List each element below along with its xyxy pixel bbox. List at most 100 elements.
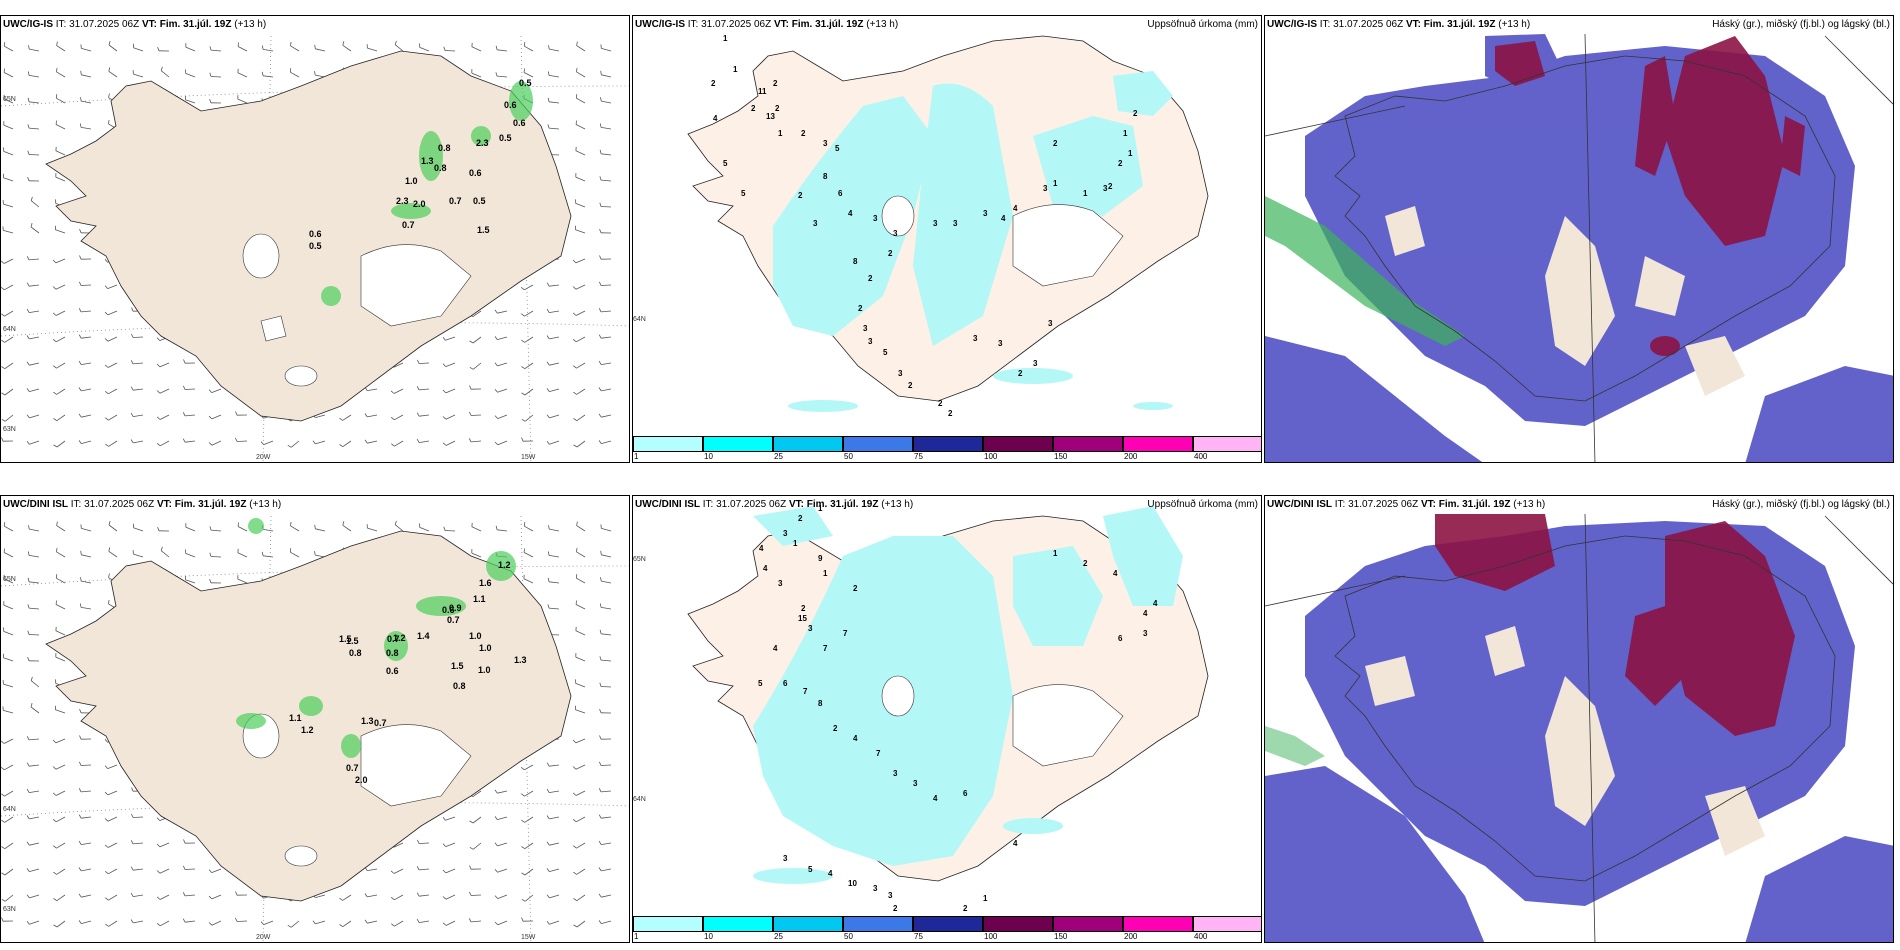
wind-barb (3, 124, 14, 130)
wind-barb (108, 868, 118, 875)
wind-barb (601, 580, 612, 584)
wind-barb (315, 440, 326, 445)
wind-barb (133, 73, 144, 78)
wind-barb (81, 74, 92, 78)
wind-barb-flag (469, 865, 472, 870)
wind-barb-flag (339, 417, 343, 421)
colorbar-segment (703, 916, 773, 932)
wind-barb-flag (546, 788, 550, 793)
precip-value-label: 2 (751, 104, 756, 113)
wind-barb (4, 414, 14, 422)
wind-barb-flag (27, 71, 30, 76)
wind-barb (133, 388, 144, 391)
wind-barb (549, 764, 560, 767)
wind-barb-flag (208, 389, 212, 393)
wind-barb-flag (546, 841, 550, 846)
wind-barb (4, 284, 14, 291)
wind-barb-flag (495, 72, 498, 77)
wind-barb (107, 816, 118, 822)
wind-barb-flag (52, 766, 57, 770)
wind-barb-flag (104, 390, 109, 395)
wind-barb (159, 362, 170, 368)
wind-barb (549, 894, 560, 899)
colorbar-tick: 150 (1054, 452, 1068, 461)
wind-barb-flag (442, 336, 446, 341)
precip-value-label: 15 (798, 614, 807, 623)
wind-barb (29, 764, 40, 767)
precip-value-label: 4 (1013, 839, 1018, 848)
wind-barb-flag (548, 45, 550, 50)
wind-barb-flag (1, 872, 6, 876)
wind-barb (576, 97, 586, 104)
wind-barb (549, 336, 560, 340)
precip-value-label: 2 (1018, 369, 1023, 378)
wind-barb-flag (28, 45, 30, 50)
wind-barb (81, 607, 92, 610)
precip-value-label: 8 (823, 172, 828, 181)
wind-barb-flag (547, 71, 550, 76)
wind-barb (575, 630, 586, 636)
wind-barb-flag (364, 919, 368, 924)
wind-barb-flag (598, 308, 602, 313)
wind-barb (55, 176, 66, 182)
wind-barb-flag (26, 256, 30, 261)
wind-barb-flag (27, 551, 30, 556)
wind-barb-flag (390, 870, 395, 874)
wind-barb (133, 894, 144, 897)
wind-barb (29, 75, 40, 78)
precip-value-label: 3 (1143, 629, 1148, 638)
wind-barb-flag (108, 599, 110, 604)
wind-barb-flag (394, 40, 397, 45)
wind-barb (55, 738, 66, 744)
wind-barb-flag (442, 869, 447, 874)
wind-barb (81, 528, 92, 532)
wind-barb-flag (599, 629, 602, 634)
wind-barb (4, 45, 14, 52)
wind-barb (4, 764, 14, 771)
colorbar-segment (843, 916, 913, 932)
wind-barb-flag (3, 42, 6, 47)
wind-barb (472, 336, 482, 344)
wind-barb-flag (26, 815, 30, 820)
precip-value-label: 4 (1143, 609, 1148, 618)
wind-barb (3, 98, 14, 104)
wind-barb (524, 414, 534, 422)
colorbar-segment (773, 436, 843, 452)
wind-barb (108, 550, 118, 558)
wind-barb (471, 46, 482, 52)
precip-value-label: 2 (1118, 159, 1123, 168)
wind-barb (601, 153, 612, 156)
precip-value-label: 1.1 (289, 713, 302, 723)
wind-barb (29, 868, 40, 872)
wind-barb (237, 46, 248, 52)
wind-barb (497, 362, 508, 367)
wind-barb-flag (131, 333, 134, 338)
wind-barb-flag (599, 228, 602, 233)
precip-value-label: 1 (983, 894, 988, 903)
wind-barb-flag (494, 842, 498, 847)
wind-barb (418, 362, 430, 364)
precip-value-label: 4 (1113, 569, 1118, 578)
wind-barb-flag (1, 260, 5, 264)
wind-barb (548, 127, 560, 130)
wind-barb-flag (108, 573, 110, 578)
wind-barb (601, 868, 612, 872)
wind-barb (237, 552, 248, 558)
wind-barb (575, 284, 586, 290)
wind-barb (576, 388, 586, 395)
precip-value-label: 2 (868, 274, 873, 283)
wind-barb (575, 604, 586, 610)
wind-barb-flag (26, 361, 30, 366)
init-time: 31.07.2025 06Z (1333, 19, 1404, 30)
wind-barb-flag (182, 918, 186, 923)
wind-barb-flag (27, 630, 30, 635)
wind-barb (28, 127, 40, 130)
wind-barb-flag (546, 440, 550, 445)
wind-precip-map-dini: UWC/DINI ISL IT: 31.07.2025 06Z VT: Fim.… (0, 495, 630, 943)
wind-barb-flag (394, 520, 397, 525)
wind-barb-flag (1, 392, 6, 396)
panel-title: Háský (gr.), miðský (fj.bl.) og lágský (… (1712, 499, 1890, 510)
wind-barb (160, 920, 170, 927)
wind-barb (394, 44, 404, 52)
precip-value-label: 2 (798, 514, 803, 523)
